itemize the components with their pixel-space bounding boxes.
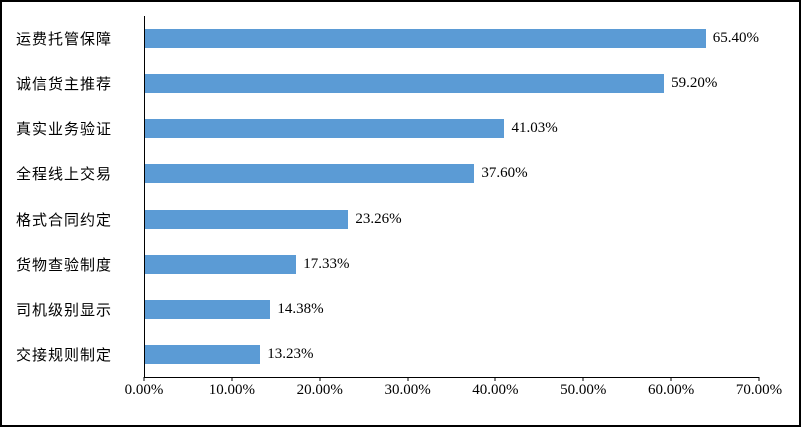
bar-track: 59.20%	[144, 61, 759, 106]
bar	[144, 299, 271, 319]
bar-row: 真实业务验证 41.03%	[16, 106, 759, 151]
x-tick-label: 50.00%	[560, 382, 607, 398]
bar-track: 17.33%	[144, 242, 759, 287]
bar-track: 14.38%	[144, 287, 759, 332]
category-label: 司机级别显示	[16, 302, 113, 319]
x-tick-label: 20.00%	[296, 382, 343, 398]
x-tick-label: 40.00%	[472, 382, 519, 398]
x-tick-mark	[670, 377, 672, 381]
value-label: 23.26%	[355, 210, 402, 227]
x-axis-line	[144, 377, 759, 378]
x-tick-mark	[231, 377, 233, 381]
bar-track: 41.03%	[144, 106, 759, 151]
category-label: 诚信货主推荐	[16, 77, 113, 94]
x-tick-mark	[494, 377, 496, 381]
bar-rows-container: 运费托管保障 65.40% 诚信货主推荐 59.20% 真实业务验证 41.03% 全程线上…	[16, 16, 759, 377]
value-label: 13.23%	[267, 345, 314, 362]
bar-row: 格式合同约定 23.26%	[16, 197, 759, 242]
category-label: 交接规则制定	[16, 347, 113, 364]
x-tick-mark	[407, 377, 409, 381]
value-label: 37.60%	[481, 165, 528, 182]
x-tick-mark	[143, 377, 145, 381]
category-label: 真实业务验证	[16, 122, 113, 139]
bar-track: 65.40%	[144, 16, 759, 61]
y-axis-line	[144, 16, 145, 377]
x-tick-mark	[319, 377, 321, 381]
bar-row: 运费托管保障 65.40%	[16, 16, 759, 61]
x-tick-label: 60.00%	[648, 382, 695, 398]
bar	[144, 119, 505, 139]
bar	[144, 164, 475, 184]
x-axis-tick-labels: 0.00% 10.00% 20.00% 30.00% 40.00% 50.00% 60.00…	[125, 377, 782, 406]
category-label: 货物查验制度	[16, 257, 113, 274]
bar	[144, 29, 706, 49]
bar-row: 全程线上交易 37.60%	[16, 151, 759, 196]
bar-row: 诚信货主推荐 59.20%	[16, 61, 759, 106]
x-tick-mark	[582, 377, 584, 381]
x-tick-label: 10.00%	[208, 382, 255, 398]
bar-row: 司机级别显示 14.38%	[16, 287, 759, 332]
x-tick-mark	[758, 377, 760, 381]
value-label: 14.38%	[277, 300, 324, 317]
value-label: 41.03%	[511, 120, 558, 137]
bar-track: 23.26%	[144, 197, 759, 242]
bar	[144, 344, 261, 364]
x-tick-label: 0.00%	[124, 382, 164, 398]
category-label: 全程线上交易	[16, 167, 113, 184]
category-label: 格式合同约定	[16, 212, 113, 229]
chart-plot-area: 运费托管保障 65.40% 诚信货主推荐 59.20% 真实业务验证 41.03% 全程线上…	[16, 16, 759, 378]
bar-track: 13.23%	[144, 332, 759, 377]
category-label: 运费托管保障	[16, 32, 113, 49]
value-label: 59.20%	[671, 75, 718, 92]
bar-row: 交接规则制定 13.23%	[16, 332, 759, 377]
value-label: 17.33%	[303, 255, 350, 272]
bar	[144, 209, 349, 229]
bar	[144, 254, 297, 274]
bar	[144, 74, 665, 94]
value-label: 65.40%	[712, 30, 759, 47]
bar-row: 货物查验制度 17.33%	[16, 242, 759, 287]
x-tick-label: 30.00%	[384, 382, 431, 398]
bar-track: 37.60%	[144, 151, 759, 196]
x-tick-label: 70.00%	[735, 382, 783, 398]
